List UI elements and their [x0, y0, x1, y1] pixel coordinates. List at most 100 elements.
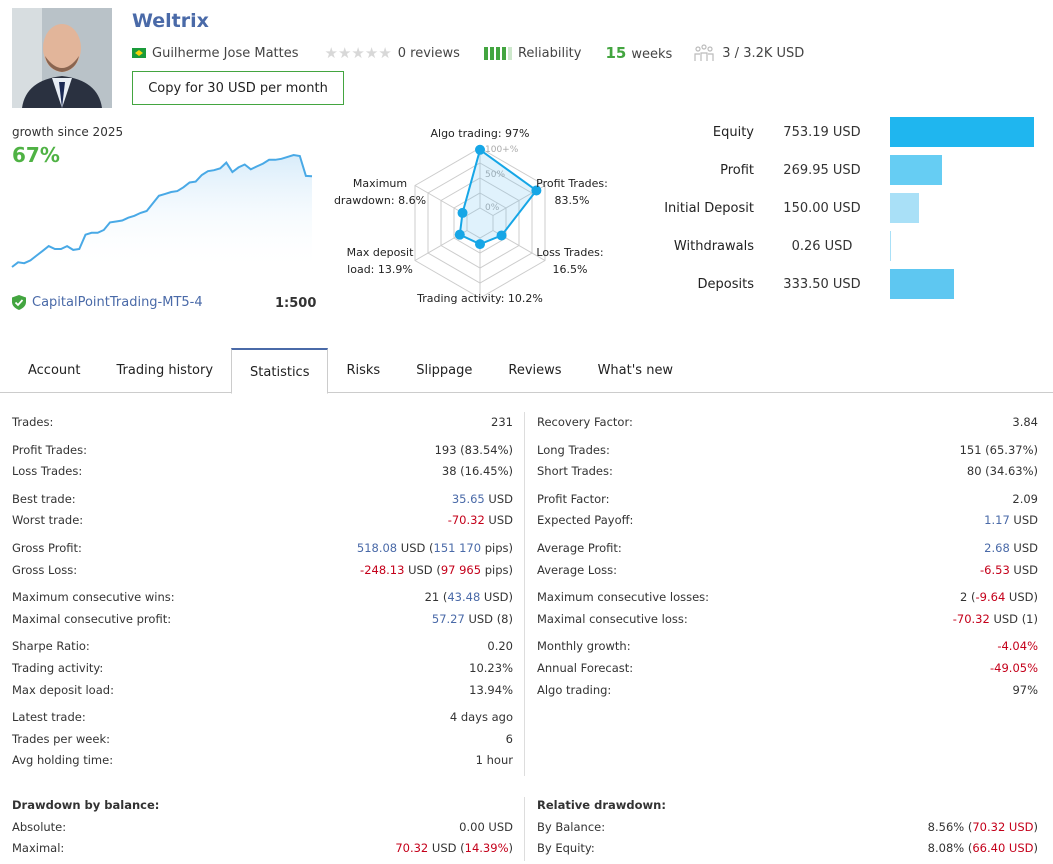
radar-point	[475, 144, 485, 155]
stat-label: Sharpe Ratio:	[12, 639, 90, 654]
subscribers-value: 3 / 3.2K USD	[722, 45, 805, 61]
radar-point	[531, 185, 542, 196]
tab-account[interactable]: Account	[28, 363, 81, 378]
reliability-label: Reliability	[517, 45, 582, 61]
stat-value: 21 (43.48 USD)	[425, 587, 513, 609]
stat-value-part: 14.39%	[464, 841, 509, 856]
stat-value: 2.68 USD	[984, 538, 1038, 560]
tab-slippage[interactable]: Slippage	[416, 363, 473, 378]
stat-value-part: 2.68	[984, 540, 1010, 555]
stat-label: By Equity:	[537, 841, 595, 856]
stat-value-part: -70.32	[447, 513, 485, 528]
rating-stars-icon: ★★★★★	[324, 44, 392, 62]
radar-ring-label: 50%	[485, 170, 505, 180]
stat-label: Long Trades:	[537, 442, 610, 457]
stat-row: Annual Forecast: -49.05%	[537, 658, 1038, 680]
stat-row: Avg holding time: 1 hour	[12, 750, 513, 772]
stat-value: -49.05%	[990, 658, 1038, 680]
stat-value-part: USD	[484, 491, 513, 506]
stat-value-part: 57.27	[431, 611, 465, 626]
stat-value: 231	[491, 412, 513, 434]
stat-row: Recovery Factor: 3.84	[537, 412, 1038, 434]
stat-label: Trades per week:	[12, 731, 110, 746]
radar-ring-label: 100+%	[485, 145, 519, 155]
stat-value-part: 8.56% (	[927, 819, 973, 834]
stat-value: 8.08% (66.40 USD)	[928, 838, 1038, 860]
stat-value: 1 hour	[476, 750, 513, 772]
stat-value-part: 193 (83.54%)	[434, 442, 513, 457]
tab-what-s-new[interactable]: What's new	[597, 363, 674, 378]
stat-label: Maximum consecutive wins:	[12, 590, 175, 605]
stat-row: Max deposit load: 13.94%	[12, 680, 513, 702]
author-name[interactable]: Guilherme Jose Mattes	[152, 45, 299, 61]
balance-bar	[890, 155, 942, 185]
stat-value: 97%	[1012, 680, 1038, 702]
stat-row: Maximum consecutive losses: 2 (-9.64 USD)	[537, 587, 1038, 609]
tab-risks[interactable]: Risks	[346, 363, 381, 378]
stat-label: Best trade:	[12, 491, 76, 506]
stat-label: Avg holding time:	[12, 753, 114, 768]
balance-label: Deposits	[697, 276, 754, 292]
stat-row: Latest trade: 4 days ago	[12, 707, 513, 729]
tab-reviews[interactable]: Reviews	[508, 363, 562, 378]
stat-group: Maximum consecutive losses: 2 (-9.64 USD)…	[537, 587, 1038, 630]
stat-group: Maximum consecutive wins: 21 (43.48 USD) M…	[12, 587, 513, 630]
stat-value-part: USD)	[1005, 590, 1038, 605]
strategy-title[interactable]: Weltrix	[132, 10, 209, 32]
stat-label: Average Loss:	[537, 562, 617, 577]
stat-value-part: 38 (16.45%)	[441, 464, 513, 479]
stat-row: Trades per week: 6	[12, 729, 513, 751]
avatar	[12, 8, 112, 108]
balance-bar	[890, 193, 919, 223]
stat-label: Average Profit:	[537, 540, 622, 555]
stat-value: -248.13 USD (97 965 pips)	[360, 560, 513, 582]
radar-axis-label: Profit Trades:	[536, 177, 608, 190]
reviews-count[interactable]: 0 reviews	[397, 45, 460, 61]
tab-trading-history[interactable]: Trading history	[116, 363, 214, 378]
copy-subscribe-button[interactable]: Copy for 30 USD per month	[132, 71, 344, 105]
stat-group: Profit Trades: 193 (83.54%) Loss Trades: 38…	[12, 440, 513, 483]
stat-label: Gross Loss:	[12, 562, 78, 577]
balance-row: Equity 753.19 USD	[640, 117, 1040, 147]
broker-server-link[interactable]: CapitalPointTrading-MT5-4	[32, 295, 203, 310]
stat-row: Gross Loss: -248.13 USD (97 965 pips)	[12, 560, 513, 582]
stat-value-part: USD)	[480, 590, 513, 605]
stat-label: Max deposit load:	[12, 682, 114, 697]
stat-value-part: USD (1)	[989, 611, 1038, 626]
stat-label: Worst trade:	[12, 513, 84, 528]
stat-row: By Balance: 8.56% (70.32 USD)	[537, 817, 1038, 839]
stat-value: 10.23%	[469, 658, 513, 680]
tab-statistics[interactable]: Statistics	[231, 348, 329, 394]
stat-value: -70.32 USD	[448, 510, 513, 532]
growth-value: 67%	[12, 143, 60, 167]
stat-value: 13.94%	[469, 680, 513, 702]
stat-value: 2 (-9.64 USD)	[960, 587, 1038, 609]
radar-ring-label: 0%	[485, 203, 500, 213]
verified-shield-icon	[12, 295, 26, 310]
column-divider	[524, 797, 525, 861]
stat-row: Expected Payoff: 1.17 USD	[537, 510, 1038, 532]
stat-label: Trading activity:	[12, 660, 104, 675]
weeks-label: weeks	[631, 47, 673, 62]
stat-label: By Balance:	[537, 819, 606, 834]
tab-bar: Account Trading history Statistics Risks Sli…	[0, 348, 1053, 394]
stat-value-part: 151 (65.37%)	[959, 442, 1038, 457]
stat-row: Average Loss: -6.53 USD	[537, 560, 1038, 582]
brazil-flag-icon	[132, 48, 146, 58]
stat-group: Latest trade: 4 days ago Trades per week: 6…	[12, 707, 513, 772]
stat-value: 70.32 USD (14.39%)	[395, 838, 513, 860]
stat-value-part: )	[508, 841, 514, 856]
radar-axis-value: 16.5%	[553, 263, 588, 276]
stat-label: Short Trades:	[537, 464, 613, 479]
growth-chart[interactable]	[10, 140, 315, 272]
stat-row: Maximal: 70.32 USD (14.39%)	[12, 838, 513, 860]
stat-value-part: pips)	[481, 562, 513, 577]
stat-row: Loss Trades: 38 (16.45%)	[12, 461, 513, 483]
balance-label: Withdrawals	[673, 238, 754, 254]
balance-label: Equity	[712, 124, 754, 140]
stat-row: Monthly growth: -4.04%	[537, 636, 1038, 658]
radar-axis-value: 83.5%	[555, 194, 590, 207]
stat-row: Absolute: 0.00 USD	[12, 817, 513, 839]
stat-value: 518.08 USD (151 170 pips)	[357, 538, 513, 560]
stat-value: 57.27 USD (8)	[432, 609, 513, 631]
